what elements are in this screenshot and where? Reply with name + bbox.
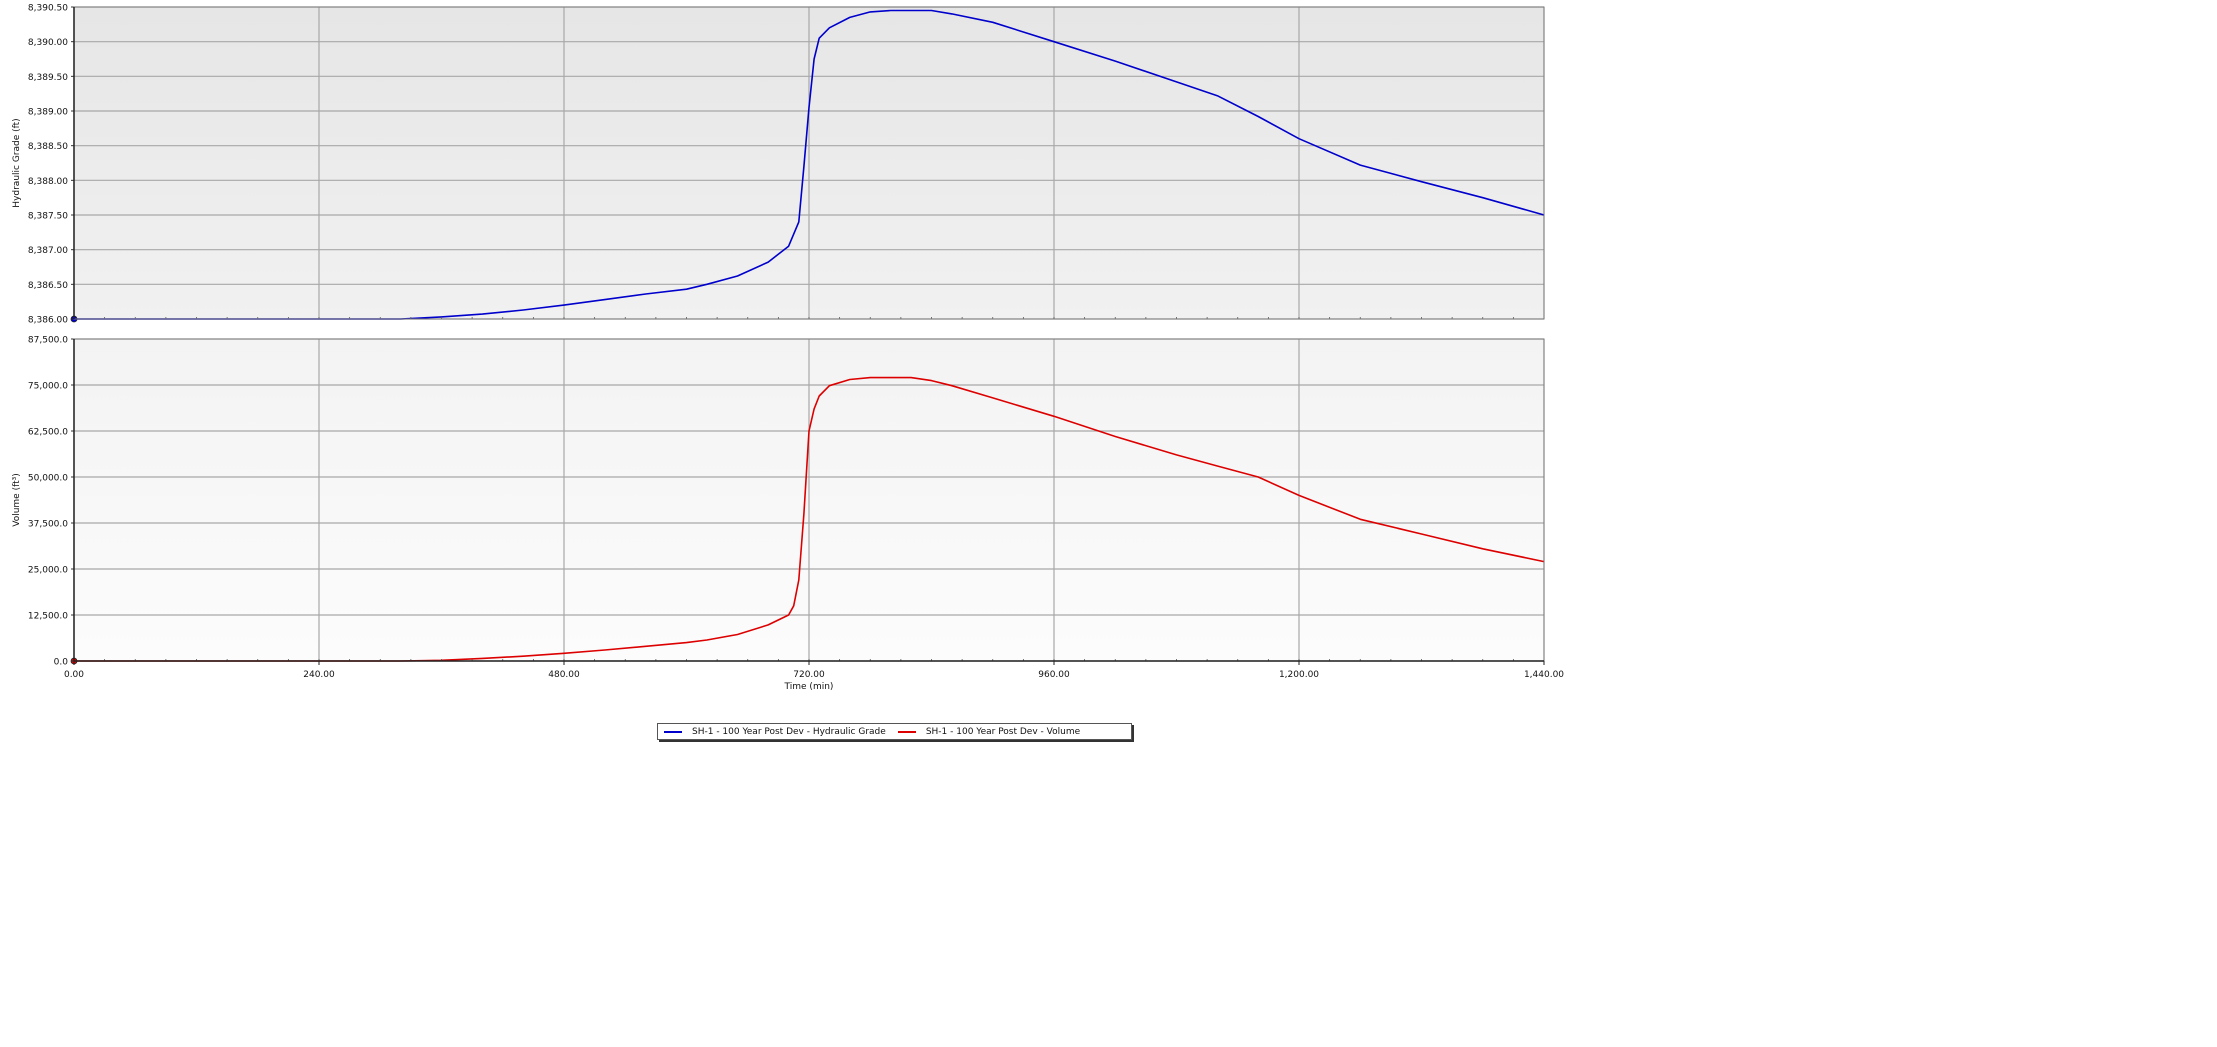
legend-swatch-hydraulic-grade [664,730,682,733]
y-tick-label-top: 8,389.00 [28,108,68,118]
y-tick-label-top: 8,387.00 [28,246,68,256]
y-axis-label-bottom: Volume (ft³) [12,473,22,527]
chart-container: 8,386.00 8,386.50 8,387.00 8,387.50 8,388.00… [12,4,1564,740]
y-tick-label-bottom: 37,500.0 [28,520,68,530]
y-tick-label-top: 8,386.00 [28,316,68,326]
x-tick-label: 240.00 [303,670,335,680]
y-tick-label-bottom: 87,500.0 [28,336,68,346]
y-tick-label-bottom: 50,000.0 [28,474,68,484]
chart-svg: 8,386.00 8,386.50 8,387.00 8,387.50 8,388.00… [12,4,1564,693]
x-tick-label: 1,440.00 [1524,670,1564,680]
legend-item-hydraulic-grade: SH-1 - 100 Year Post Dev - Hydraulic Gra… [664,727,886,737]
y-tick-label-top: 8,387.50 [28,212,68,222]
y-tick-label-top: 8,390.50 [28,4,68,14]
y-tick-label-bottom: 0.0 [54,658,69,668]
legend-label-volume: SH-1 - 100 Year Post Dev - Volume [925,726,1081,737]
legend-item-volume: SH-1 - 100 Year Post Dev - Volume [897,726,1081,737]
x-tick-label: 960.00 [1038,670,1070,680]
y-tick-label-top: 8,386.50 [28,281,68,291]
y-tick-label-bottom: 12,500.0 [28,612,68,622]
y-tick-label-top: 8,390.00 [28,38,68,48]
y-tick-label-top: 8,388.00 [28,177,68,187]
legend-label-hydraulic-grade: SH-1 - 100 Year Post Dev - Hydraulic Gra… [692,726,886,737]
y-tick-label-bottom: 25,000.0 [28,566,68,576]
y-tick-label-bottom: 62,500.0 [28,428,68,438]
series-line-top-0 [74,9,1545,320]
x-tick-label: 1,200.00 [1279,670,1319,680]
x-axis-label: Time (min) [784,682,834,692]
y-tick-label-top: 8,389.50 [28,73,68,83]
series-line-bottom-0 [74,376,1545,662]
y-axis-label-top: Hydraulic Grade (ft) [12,118,22,207]
x-tick-label: 0.00 [64,670,84,680]
legend-swatch-volume [897,730,916,733]
x-tick-label: 720.00 [793,670,825,680]
chart-legend: SH-1 - 100 Year Post Dev - Hydraulic Gra… [657,723,1132,740]
x-tick-label: 480.00 [548,670,580,680]
y-tick-label-top: 8,388.50 [28,142,68,152]
y-tick-label-bottom: 75,000.0 [28,382,68,392]
